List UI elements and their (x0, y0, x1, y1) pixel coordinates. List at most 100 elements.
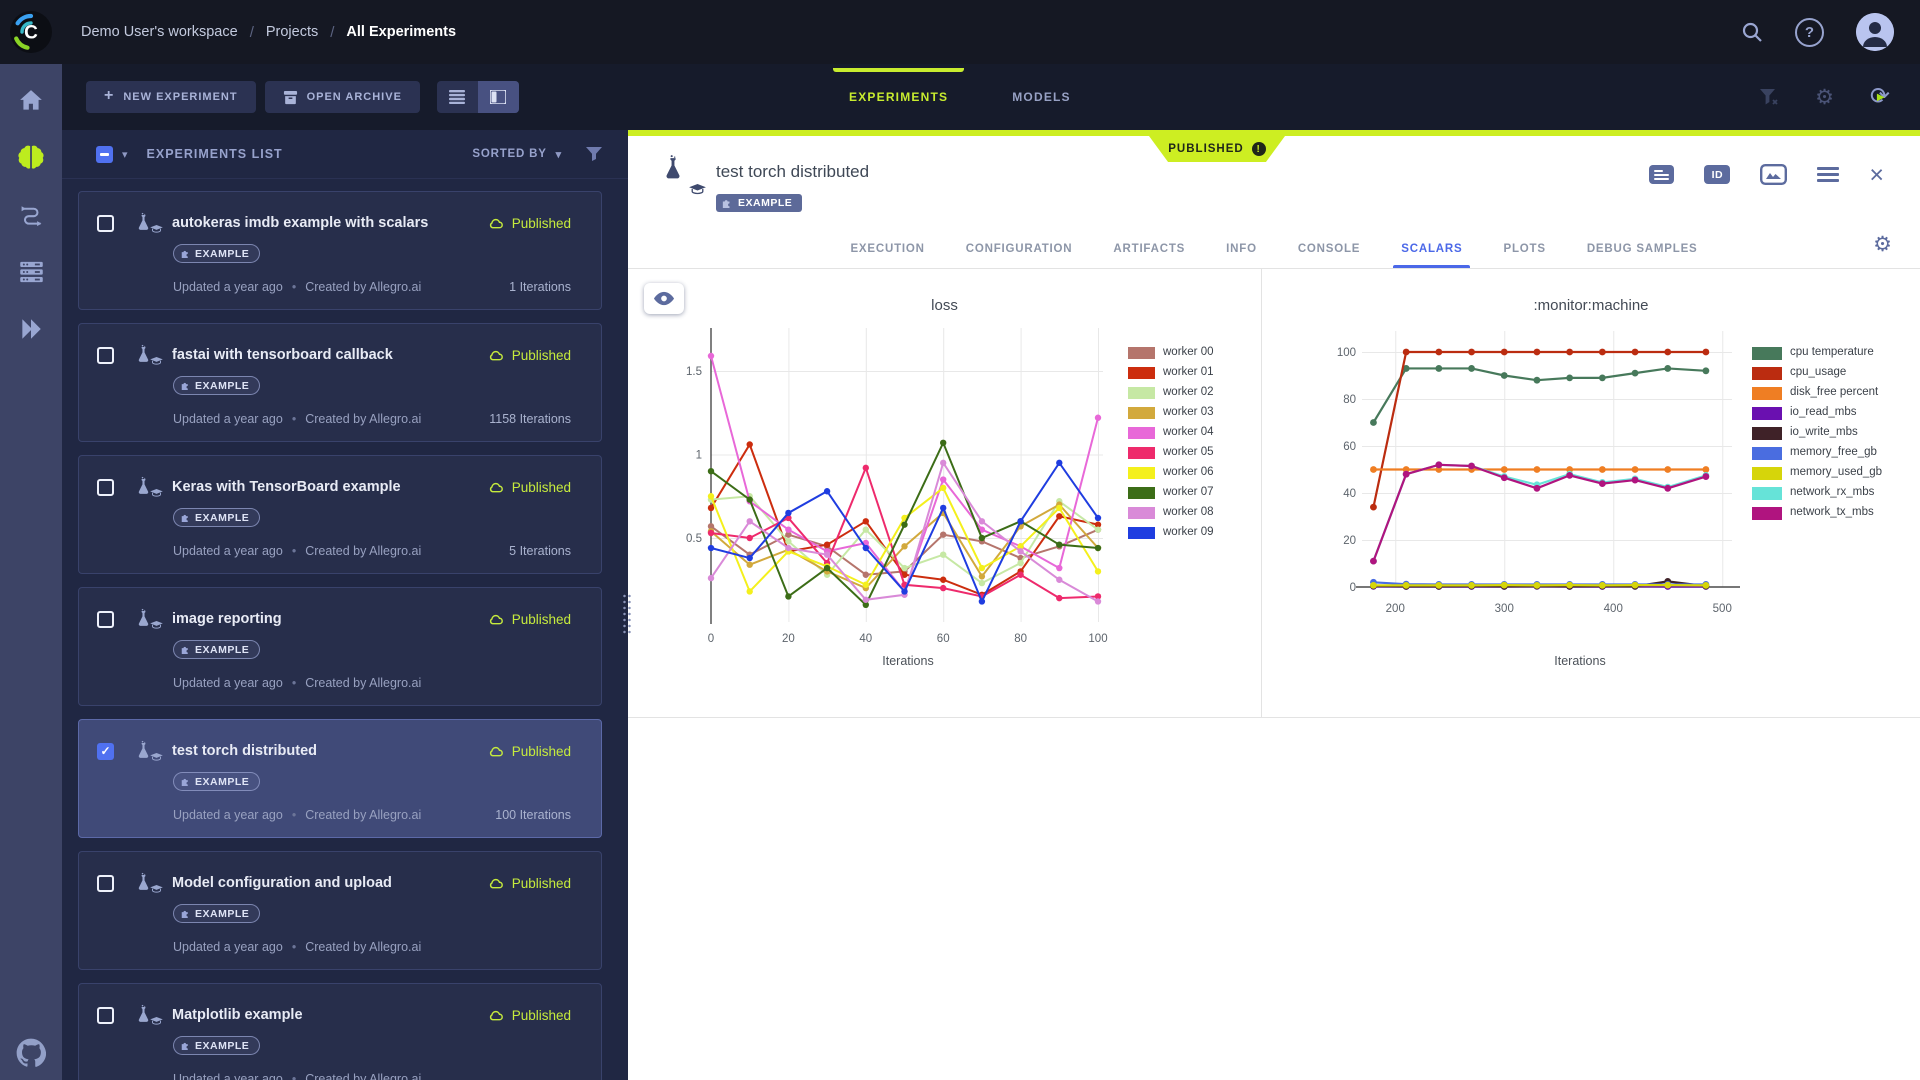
legend-item[interactable]: io_write_mbs (1752, 426, 1902, 440)
monitor-chart-canvas[interactable] (1300, 316, 1752, 650)
card-view-button[interactable] (477, 81, 519, 113)
breadcrumb-workspace[interactable]: Demo User's workspace (81, 24, 238, 40)
breadcrumb-projects[interactable]: Projects (265, 24, 319, 40)
experiment-card[interactable]: ✓ test torch distributed Published EXAMPLE U… (78, 719, 602, 838)
detail-tab-info[interactable]: INFO (1226, 243, 1257, 255)
legend-item[interactable]: worker 06 (1128, 466, 1233, 480)
legend-swatch (1752, 446, 1782, 460)
legend-item[interactable]: worker 04 (1128, 426, 1233, 440)
experiment-card[interactable]: fastai with tensorboard callback Publishe… (78, 323, 602, 442)
experiment-checkbox[interactable] (97, 214, 114, 232)
tag-icon (181, 909, 190, 918)
github-icon[interactable] (16, 1038, 46, 1068)
legend-item[interactable]: cpu_usage (1752, 366, 1902, 380)
sorted-by-control[interactable]: SORTED BY ▾ (472, 148, 562, 161)
legend-item[interactable]: worker 08 (1128, 506, 1233, 520)
pipelines-icon[interactable] (16, 200, 46, 230)
experiment-card[interactable]: Model configuration and upload Published E… (78, 851, 602, 970)
detail-tab-console[interactable]: CONSOLE (1297, 243, 1361, 255)
legend-item[interactable]: network_tx_mbs (1752, 506, 1902, 520)
scalars-settings-gear-icon[interactable]: ⚙ (1873, 233, 1892, 256)
auto-refresh-icon[interactable]: ⟳ ▶ (1869, 83, 1890, 110)
example-tag[interactable]: EXAMPLE (173, 904, 261, 923)
updated-text: Updated a year ago (173, 1072, 283, 1080)
example-tag[interactable]: EXAMPLE (173, 244, 261, 263)
example-tag[interactable]: EXAMPLE (173, 508, 261, 527)
filter-clear-icon[interactable] (1760, 88, 1779, 106)
experiment-checkbox[interactable]: ✓ (97, 742, 114, 760)
legend-item[interactable]: worker 07 (1128, 486, 1233, 500)
example-tag-label: EXAMPLE (195, 775, 250, 788)
id-icon[interactable]: ID (1704, 165, 1731, 184)
main-tab-experiments[interactable]: EXPERIMENTS (832, 64, 965, 130)
experiment-type-icon (134, 608, 163, 630)
home-icon[interactable] (16, 86, 46, 116)
menu-icon[interactable] (1817, 166, 1840, 183)
new-experiment-button[interactable]: + NEW EXPERIMENT (86, 81, 256, 113)
experiment-card[interactable]: Matplotlib example Published EXAMPLE Update… (78, 983, 602, 1080)
main-tab-models[interactable]: MODELS (1012, 90, 1071, 104)
experiment-checkbox[interactable] (97, 1006, 114, 1024)
detail-example-tag[interactable]: EXAMPLE (716, 194, 803, 212)
legend-item[interactable]: memory_used_gb (1752, 466, 1902, 480)
detail-tab-execution[interactable]: EXECUTION (850, 243, 925, 255)
details-icon[interactable] (1649, 165, 1675, 184)
experiment-checkbox[interactable] (97, 610, 114, 628)
cloud-icon (489, 878, 503, 889)
image-icon[interactable] (1760, 164, 1788, 185)
list-filter-icon[interactable] (586, 147, 602, 161)
help-icon[interactable]: ? (1795, 17, 1824, 47)
experiment-checkbox[interactable] (97, 346, 114, 364)
experiments-list-panel: ▾ EXPERIMENTS LIST SORTED BY ▾ autokeras… (62, 130, 628, 1080)
detail-tab-artifacts[interactable]: ARTIFACTS (1113, 243, 1186, 255)
iterations-count: 1158 Iterations (489, 412, 571, 426)
created-by-text: Created by Allegro.ai (305, 544, 422, 558)
info-icon[interactable]: ! (1251, 142, 1266, 156)
detail-tab-scalars[interactable]: SCALARS (1393, 230, 1471, 268)
legend-item[interactable]: worker 09 (1128, 526, 1233, 540)
open-archive-button[interactable]: OPEN ARCHIVE (264, 81, 420, 113)
workers-icon[interactable] (16, 257, 46, 287)
detail-tab-debug-samples[interactable]: DEBUG SAMPLES (1586, 243, 1698, 255)
legend-item[interactable]: disk_free percent (1752, 386, 1902, 400)
applications-icon[interactable] (16, 314, 46, 344)
legend-item[interactable]: memory_free_gb (1752, 446, 1902, 460)
legend-item[interactable]: cpu temperature (1752, 346, 1902, 360)
legend-item[interactable]: worker 03 (1128, 406, 1233, 420)
check-icon: ✓ (100, 744, 111, 758)
search-icon[interactable] (1741, 21, 1763, 43)
created-by-text: Created by Allegro.ai (305, 808, 422, 822)
example-tag[interactable]: EXAMPLE (173, 772, 261, 791)
detail-tab-plots[interactable]: PLOTS (1503, 243, 1546, 255)
clearml-logo-icon[interactable]: C (9, 10, 53, 54)
legend-item[interactable]: worker 05 (1128, 446, 1233, 460)
settings-gear-icon[interactable]: ⚙ (1815, 85, 1834, 109)
experiment-type-icon (134, 1004, 163, 1026)
select-all-checkbox[interactable] (96, 145, 113, 163)
created-by-text: Created by Allegro.ai (305, 1072, 422, 1080)
panel-resize-handle[interactable] (621, 592, 631, 636)
status-text: Published (511, 479, 571, 495)
legend-item[interactable]: worker 01 (1128, 366, 1233, 380)
legend-item[interactable]: network_rx_mbs (1752, 486, 1902, 500)
example-tag[interactable]: EXAMPLE (173, 376, 261, 395)
detail-tab-configuration[interactable]: CONFIGURATION (965, 243, 1073, 255)
experiment-checkbox[interactable] (97, 874, 114, 892)
projects-brain-icon[interactable] (16, 143, 46, 173)
loss-chart-canvas[interactable] (628, 316, 1128, 650)
legend-item[interactable]: io_read_mbs (1752, 406, 1902, 420)
legend-item[interactable]: worker 00 (1128, 346, 1233, 360)
table-view-button[interactable] (437, 81, 478, 113)
example-tag[interactable]: EXAMPLE (173, 640, 261, 659)
side-rail (0, 64, 62, 1080)
experiment-card[interactable]: image reporting Published EXAMPLE Updated a… (78, 587, 602, 706)
example-tag[interactable]: EXAMPLE (173, 1036, 261, 1055)
experiment-checkbox[interactable] (97, 478, 114, 496)
legend-item[interactable]: worker 02 (1128, 386, 1233, 400)
experiment-card[interactable]: Keras with TensorBoard example Published E… (78, 455, 602, 574)
close-icon[interactable]: × (1869, 160, 1884, 189)
avatar[interactable] (1856, 13, 1894, 51)
experiment-card[interactable]: autokeras imdb example with scalars Publi… (78, 191, 602, 310)
visibility-eye-button[interactable] (644, 283, 684, 314)
select-all-caret-icon[interactable]: ▾ (122, 148, 128, 161)
